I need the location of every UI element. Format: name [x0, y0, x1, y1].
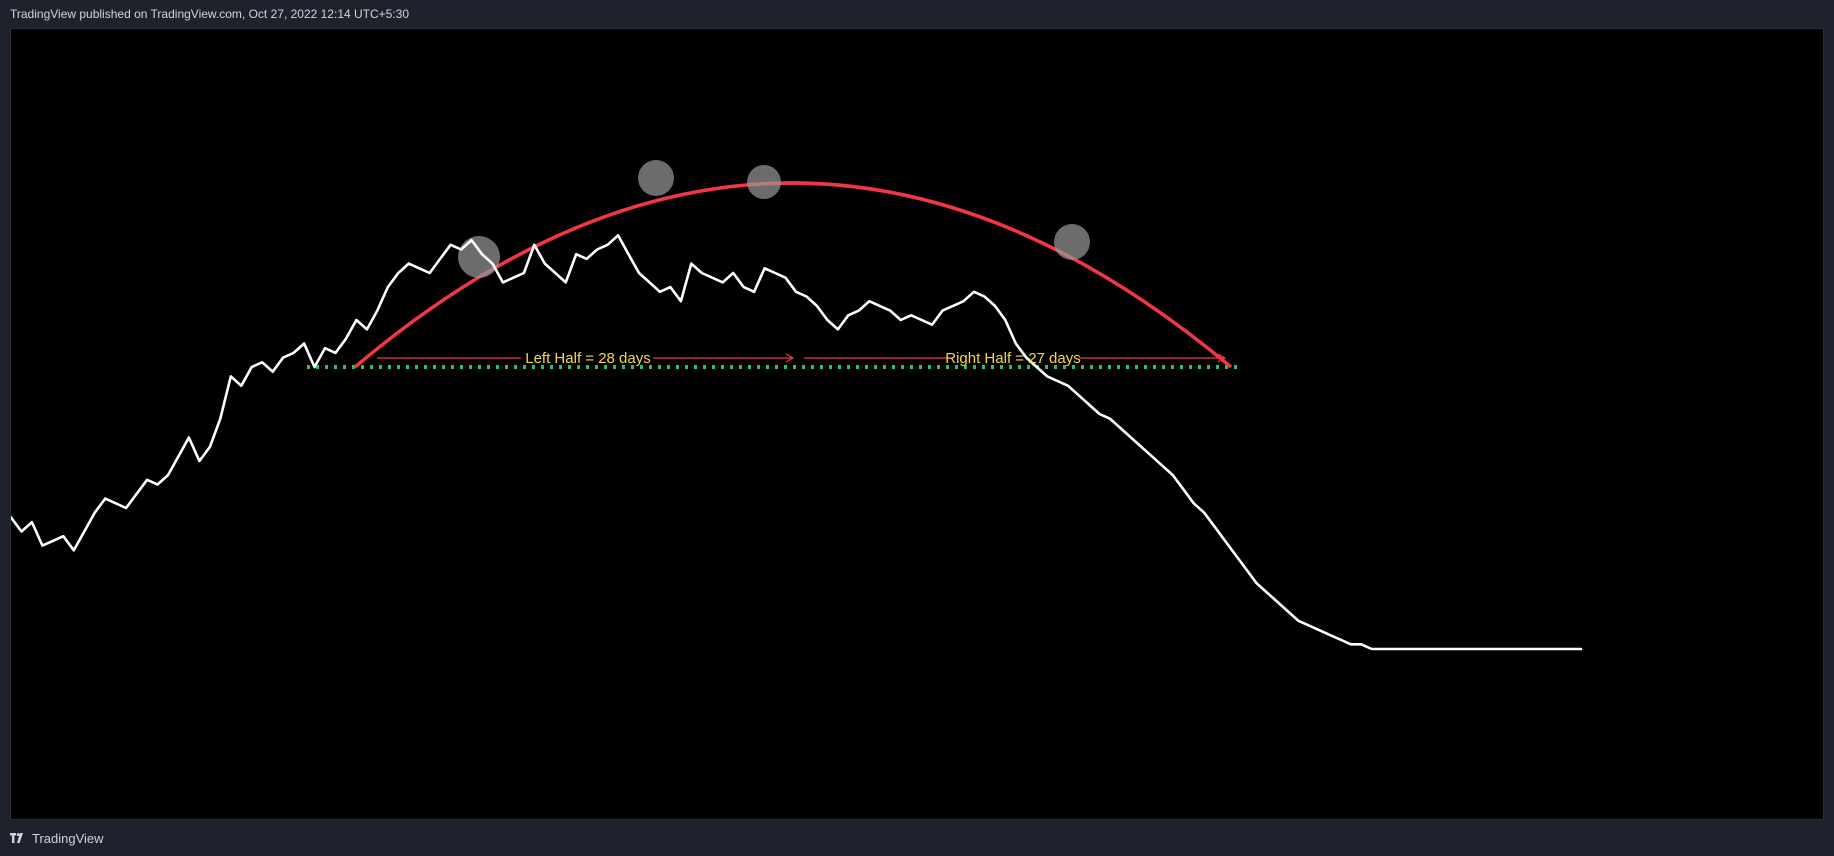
footer-brand-label: TradingView	[32, 830, 104, 846]
peak-marker-1	[458, 236, 500, 278]
half-arrows	[377, 353, 1227, 363]
publish-info: TradingView published on TradingView.com…	[10, 7, 410, 21]
footer-brand[interactable]: TradingView	[10, 826, 104, 850]
left-arrow-head	[785, 353, 795, 363]
peak-markers	[458, 160, 1090, 278]
right-arrow-head	[1217, 353, 1227, 363]
left-half-label: Left Half = 28 days	[525, 350, 651, 367]
price-line	[11, 234, 1583, 651]
peak-marker-2	[638, 160, 674, 196]
peak-marker-3	[747, 165, 781, 199]
chart-canvas[interactable]: Left Half = 28 days Right Half = 27 days	[11, 29, 1823, 819]
right-half-label: Right Half = 27 days	[945, 350, 1081, 367]
tradingview-logo-icon	[10, 833, 23, 843]
chart-area[interactable]: Left Half = 28 days Right Half = 27 days	[10, 28, 1824, 820]
peak-marker-4	[1054, 224, 1090, 260]
